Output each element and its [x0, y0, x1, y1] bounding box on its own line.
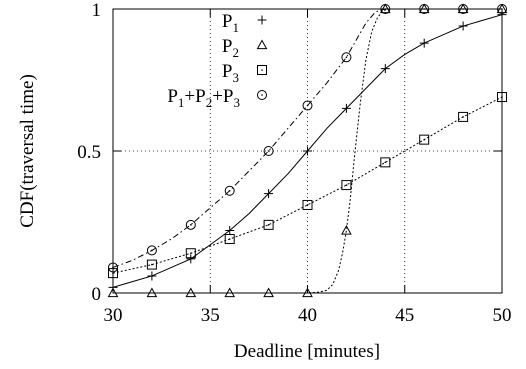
- x-axis-label: Deadline [minutes]: [234, 341, 380, 362]
- series-4-marker: [146, 245, 157, 256]
- series-3-marker: [146, 259, 157, 270]
- series-3-marker-dot: [384, 161, 387, 164]
- series-3-marker-dot: [151, 263, 153, 266]
- series-3-marker-dot: [462, 116, 464, 118]
- series-4-marker-dot: [228, 189, 231, 192]
- legend-text-part: +P: [212, 86, 233, 107]
- series-3-marker: [302, 199, 313, 210]
- series-4-marker: [224, 185, 235, 196]
- series-3-marker: [341, 180, 352, 191]
- series-3-marker-dot: [345, 184, 348, 186]
- series-3-marker: [380, 157, 391, 168]
- series-4-marker-dot: [190, 224, 192, 226]
- series-3-marker: [263, 219, 274, 230]
- legend-subscript: 3: [234, 95, 241, 110]
- legend-marker-4-dot: [261, 94, 263, 96]
- legend-subscript: 3: [233, 70, 240, 85]
- legend-text-part: +P: [184, 86, 205, 107]
- series-3-marker-dot: [228, 238, 231, 240]
- series-4-marker: [302, 100, 313, 111]
- series-4-marker-dot: [345, 56, 348, 59]
- legend-label-2: P2: [222, 36, 239, 60]
- legend-text-part: P: [222, 11, 233, 32]
- x-tick-label: 30: [104, 305, 123, 326]
- series-1-marker: [341, 103, 351, 113]
- series-4-marker: [341, 52, 352, 63]
- legend-marker-3-dot: [261, 69, 263, 71]
- legend-subscript: 2: [206, 95, 213, 110]
- legend-subscript: 2: [233, 45, 240, 60]
- y-tick-label: 0: [92, 284, 102, 305]
- series-1-marker: [264, 189, 274, 199]
- series-3-marker-dot: [267, 224, 270, 226]
- series-markers: [107, 3, 508, 298]
- series-4-marker: [185, 219, 196, 230]
- x-tick-label: 50: [493, 305, 512, 326]
- series-1-marker: [380, 64, 390, 74]
- series-1-marker: [225, 226, 235, 236]
- series-line-4: [112, 8, 502, 268]
- legend-subscript: 1: [178, 95, 185, 110]
- x-tick-label: 45: [395, 305, 414, 326]
- series-3-marker: [185, 248, 196, 259]
- legend-text-part: P: [222, 36, 233, 57]
- series-3-marker: [458, 111, 469, 122]
- y-tick-label: 1: [92, 0, 102, 21]
- axis-ticks: [112, 8, 503, 294]
- series-3-marker-dot: [306, 204, 309, 206]
- series-4-marker-dot: [267, 150, 270, 152]
- series-1-marker: [186, 254, 196, 264]
- legend-marker-4: [257, 90, 267, 100]
- legend-marker-1: [257, 15, 267, 25]
- series-3-marker: [419, 134, 430, 145]
- series-4-marker-dot: [306, 104, 309, 107]
- series-3-marker-dot: [190, 252, 192, 255]
- series-4-marker-dot: [151, 249, 153, 252]
- legend-label-1: P1: [222, 11, 239, 35]
- series-2-marker: [341, 224, 352, 235]
- x-tick-label: 35: [201, 305, 220, 326]
- x-tick-label: 40: [298, 305, 317, 326]
- tick-labels: 30 35 40 45 50 0 0.5 1: [77, 0, 511, 326]
- y-tick-label: 0.5: [77, 142, 101, 163]
- series-line-2: [113, 8, 502, 294]
- legend-marker-2: [256, 39, 268, 50]
- series-1-marker: [458, 21, 468, 31]
- legend-text-part: P: [167, 86, 178, 107]
- legend-label-3: P3: [222, 61, 239, 85]
- series-4-marker: [263, 146, 274, 156]
- series-1-marker: [303, 146, 312, 156]
- series-1-marker: [419, 38, 429, 48]
- legend-subscript: 1: [233, 20, 240, 35]
- series-1-marker: [147, 271, 157, 281]
- series-3-marker-dot: [423, 138, 426, 141]
- series-3-marker: [224, 234, 235, 245]
- legend-text-part: P: [222, 61, 233, 82]
- legend-label-4: P1+P2+P3: [167, 86, 240, 110]
- y-axis-label: CDF(traversal time): [17, 74, 38, 228]
- legend-marker-3: [257, 65, 267, 75]
